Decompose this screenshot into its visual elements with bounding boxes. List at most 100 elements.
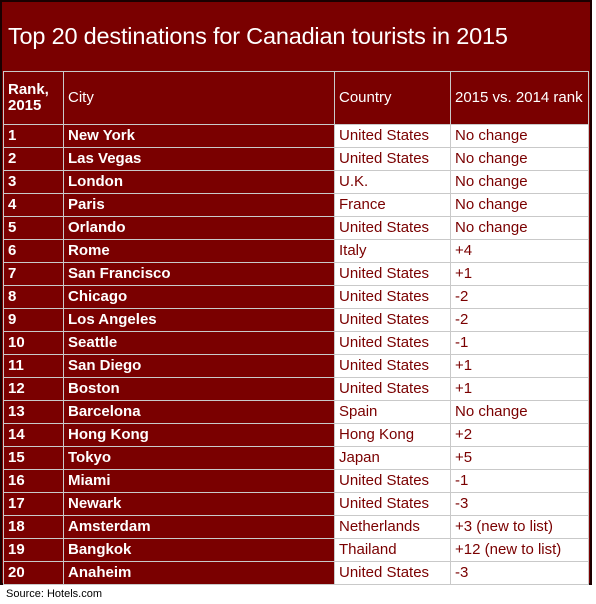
rank-cell: 10 bbox=[3, 331, 64, 355]
column-header-city: City bbox=[63, 71, 335, 125]
table-row: 2 Las Vegas United States No change bbox=[3, 147, 589, 171]
city-cell: Amsterdam bbox=[63, 515, 335, 539]
table-row: 4 Paris France No change bbox=[3, 193, 589, 217]
rank-cell: 8 bbox=[3, 285, 64, 309]
rank-cell: 9 bbox=[3, 308, 64, 332]
city-cell: Rome bbox=[63, 239, 335, 263]
table-row: 11 San Diego United States +1 bbox=[3, 354, 589, 378]
source-note: Source: Hotels.com bbox=[6, 588, 102, 600]
city-cell: Anaheim bbox=[63, 561, 335, 585]
city-cell: Los Angeles bbox=[63, 308, 335, 332]
rank-cell: 15 bbox=[3, 446, 64, 470]
country-cell: United States bbox=[334, 492, 451, 516]
table-row: 10 Seattle United States -1 bbox=[3, 331, 589, 355]
table-row: 17 Newark United States -3 bbox=[3, 492, 589, 516]
rank-cell: 3 bbox=[3, 170, 64, 194]
column-header-country: Country bbox=[334, 71, 451, 125]
country-cell: Hong Kong bbox=[334, 423, 451, 447]
country-cell: United States bbox=[334, 262, 451, 286]
city-cell: Boston bbox=[63, 377, 335, 401]
table-row: 20 Anaheim United States -3 bbox=[3, 561, 589, 585]
table-row: 12 Boston United States +1 bbox=[3, 377, 589, 401]
rank-cell: 19 bbox=[3, 538, 64, 562]
rank-change-cell: No change bbox=[450, 193, 589, 217]
city-cell: Orlando bbox=[63, 216, 335, 240]
city-cell: Chicago bbox=[63, 285, 335, 309]
city-cell: Las Vegas bbox=[63, 147, 335, 171]
rank-cell: 4 bbox=[3, 193, 64, 217]
rank-cell: 13 bbox=[3, 400, 64, 424]
country-cell: United States bbox=[334, 216, 451, 240]
country-cell: United States bbox=[334, 331, 451, 355]
table-row: 19 Bangkok Thailand +12 (new to list) bbox=[3, 538, 589, 562]
rank-cell: 2 bbox=[3, 147, 64, 171]
rank-cell: 1 bbox=[3, 124, 64, 148]
country-cell: Italy bbox=[334, 239, 451, 263]
table-header-row: Rank, 2015 City Country 2015 vs. 2014 ra… bbox=[3, 71, 589, 125]
rank-cell: 6 bbox=[3, 239, 64, 263]
table-row: 15 Tokyo Japan +5 bbox=[3, 446, 589, 470]
rank-cell: 7 bbox=[3, 262, 64, 286]
table-row: 13 Barcelona Spain No change bbox=[3, 400, 589, 424]
rank-change-cell: No change bbox=[450, 124, 589, 148]
city-cell: Paris bbox=[63, 193, 335, 217]
country-cell: U.K. bbox=[334, 170, 451, 194]
table-row: 18 Amsterdam Netherlands +3 (new to list) bbox=[3, 515, 589, 539]
rank-change-cell: +5 bbox=[450, 446, 589, 470]
rank-change-cell: +1 bbox=[450, 354, 589, 378]
table-row: 14 Hong Kong Hong Kong +2 bbox=[3, 423, 589, 447]
city-cell: San Diego bbox=[63, 354, 335, 378]
rank-cell: 5 bbox=[3, 216, 64, 240]
city-cell: Barcelona bbox=[63, 400, 335, 424]
rank-cell: 14 bbox=[3, 423, 64, 447]
table-row: 9 Los Angeles United States -2 bbox=[3, 308, 589, 332]
city-cell: Bangkok bbox=[63, 538, 335, 562]
rank-change-cell: +12 (new to list) bbox=[450, 538, 589, 562]
city-cell: Seattle bbox=[63, 331, 335, 355]
rank-change-cell: No change bbox=[450, 170, 589, 194]
country-cell: United States bbox=[334, 377, 451, 401]
table-row: 5 Orlando United States No change bbox=[3, 216, 589, 240]
rank-change-cell: No change bbox=[450, 400, 589, 424]
table-row: 16 Miami United States -1 bbox=[3, 469, 589, 493]
chart-title: Top 20 destinations for Canadian tourist… bbox=[8, 23, 508, 49]
rank-change-cell: -1 bbox=[450, 469, 589, 493]
country-cell: United States bbox=[334, 124, 451, 148]
city-cell: San Francisco bbox=[63, 262, 335, 286]
rank-cell: 17 bbox=[3, 492, 64, 516]
country-cell: Netherlands bbox=[334, 515, 451, 539]
column-header-rank: Rank, 2015 bbox=[3, 71, 64, 125]
country-cell: United States bbox=[334, 147, 451, 171]
rank-cell: 20 bbox=[3, 561, 64, 585]
rank-change-cell: No change bbox=[450, 147, 589, 171]
table-row: 6 Rome Italy +4 bbox=[3, 239, 589, 263]
country-cell: United States bbox=[334, 469, 451, 493]
country-cell: United States bbox=[334, 285, 451, 309]
country-cell: Thailand bbox=[334, 538, 451, 562]
country-cell: United States bbox=[334, 561, 451, 585]
rank-cell: 12 bbox=[3, 377, 64, 401]
destinations-table: Rank, 2015 City Country 2015 vs. 2014 ra… bbox=[3, 71, 589, 585]
rank-change-cell: -3 bbox=[450, 561, 589, 585]
rank-change-cell: +3 (new to list) bbox=[450, 515, 589, 539]
city-cell: London bbox=[63, 170, 335, 194]
rank-change-cell: +1 bbox=[450, 377, 589, 401]
rank-change-cell: +2 bbox=[450, 423, 589, 447]
city-cell: Hong Kong bbox=[63, 423, 335, 447]
table-row: 7 San Francisco United States +1 bbox=[3, 262, 589, 286]
rank-cell: 16 bbox=[3, 469, 64, 493]
city-cell: Newark bbox=[63, 492, 335, 516]
rank-change-cell: No change bbox=[450, 216, 589, 240]
table-row: 8 Chicago United States -2 bbox=[3, 285, 589, 309]
table-body: 1 New York United States No change 2 Las Vega… bbox=[3, 124, 589, 585]
country-cell: United States bbox=[334, 308, 451, 332]
city-cell: Tokyo bbox=[63, 446, 335, 470]
table-row: 1 New York United States No change bbox=[3, 124, 589, 148]
rank-change-cell: +1 bbox=[450, 262, 589, 286]
country-cell: Japan bbox=[334, 446, 451, 470]
country-cell: France bbox=[334, 193, 451, 217]
rank-cell: 18 bbox=[3, 515, 64, 539]
rank-change-cell: -3 bbox=[450, 492, 589, 516]
rank-change-cell: +4 bbox=[450, 239, 589, 263]
city-cell: Miami bbox=[63, 469, 335, 493]
